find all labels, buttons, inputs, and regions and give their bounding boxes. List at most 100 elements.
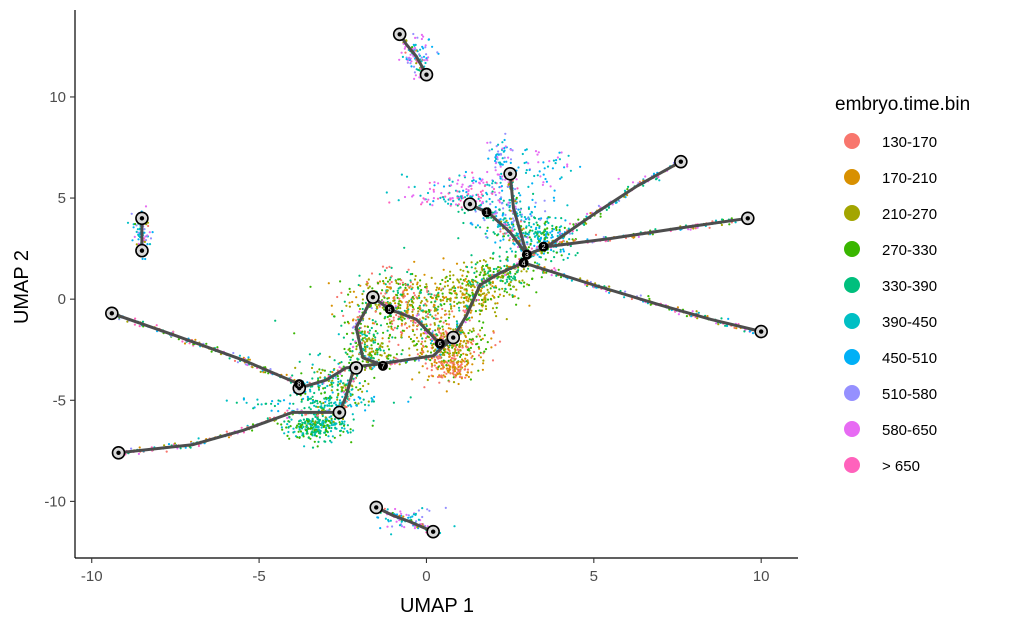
cell-point: [459, 360, 462, 363]
cell-point: [402, 290, 405, 293]
cell-point: [301, 414, 304, 417]
cell-point: [462, 261, 466, 264]
cell-point: [357, 396, 360, 399]
cell-point: [420, 203, 423, 206]
cell-point: [289, 425, 292, 428]
cell-point: [355, 348, 358, 351]
cell-point: [445, 364, 448, 367]
cell-point: [536, 153, 539, 156]
cell-point: [366, 345, 369, 348]
cell-point: [440, 289, 443, 292]
cell-point: [507, 201, 510, 204]
cell-point: [457, 382, 460, 386]
cell-point: [464, 277, 467, 281]
cell-point: [372, 419, 375, 422]
cell-point: [303, 445, 306, 448]
cell-point: [349, 431, 352, 434]
cell-point: [479, 190, 482, 193]
cell-point: [484, 299, 487, 302]
cell-point: [479, 351, 482, 354]
cell-point: [515, 288, 518, 291]
cell-point: [425, 332, 428, 335]
cell-point: [262, 371, 265, 374]
cell-point: [400, 51, 403, 54]
cell-point: [425, 285, 428, 288]
cell-point: [341, 395, 344, 398]
cell-point: [333, 436, 336, 439]
cell-point: [403, 47, 406, 50]
cell-point: [520, 270, 523, 273]
cell-point: [448, 298, 451, 301]
trajectory-node-center: [139, 216, 145, 221]
cell-point: [503, 264, 506, 268]
cell-point: [374, 320, 377, 323]
cell-point: [506, 280, 509, 283]
cell-point: [433, 184, 436, 187]
cell-point: [487, 266, 490, 269]
cell-point: [328, 398, 331, 401]
cell-point: [454, 346, 457, 349]
cell-point: [533, 244, 536, 247]
cell-point: [420, 353, 423, 356]
cell-point: [376, 332, 379, 335]
cell-point: [452, 381, 456, 384]
cell-point: [439, 353, 442, 356]
cell-point: [558, 228, 561, 232]
cell-point: [315, 435, 318, 438]
cell-point: [488, 184, 491, 187]
cell-point: [477, 354, 481, 357]
cell-point: [409, 337, 412, 341]
cell-point: [552, 196, 556, 199]
cell-point: [536, 223, 539, 227]
cell-point: [559, 232, 562, 235]
cell-point: [428, 181, 431, 184]
cell-point: [465, 188, 468, 191]
cell-point: [417, 310, 420, 313]
cell-point: [544, 235, 548, 238]
cell-point: [502, 207, 505, 210]
cell-point: [317, 425, 320, 429]
cell-point: [500, 172, 503, 175]
cell-point: [509, 217, 513, 220]
cell-point: [269, 368, 272, 371]
trajectory-segment: [545, 216, 750, 249]
cell-point: [449, 270, 452, 273]
cell-point: [442, 328, 445, 331]
cell-point: [467, 297, 470, 300]
cell-point: [466, 353, 469, 357]
cell-point: [367, 404, 370, 407]
cell-point: [651, 233, 654, 236]
cell-point: [420, 33, 423, 37]
cell-point: [512, 285, 516, 288]
cell-point: [496, 153, 499, 156]
cell-point: [460, 363, 463, 366]
cell-point: [351, 354, 354, 357]
cell-point: [544, 177, 547, 181]
cell-point: [389, 287, 392, 290]
cell-point: [177, 338, 180, 341]
cell-point: [274, 319, 277, 322]
branch-point: [481, 207, 492, 218]
cell-point: [320, 392, 323, 395]
cell-point: [126, 221, 130, 224]
cell-point: [509, 148, 512, 151]
cell-point: [481, 269, 484, 272]
cell-point: [371, 424, 374, 427]
cell-point: [478, 273, 481, 276]
cell-point: [323, 406, 326, 409]
cell-point: [431, 315, 434, 318]
cell-point: [430, 293, 433, 296]
cell-point: [432, 317, 435, 320]
cell-point: [477, 197, 480, 200]
cell-point: [492, 231, 495, 234]
cell-point: [519, 194, 522, 197]
cell-point: [474, 279, 477, 283]
cell-point: [420, 342, 423, 346]
cell-point: [441, 287, 444, 290]
cell-point: [388, 278, 391, 281]
cell-point: [469, 195, 472, 198]
cell-point: [427, 293, 430, 296]
cell-point: [397, 278, 400, 281]
cell-point: [440, 316, 443, 319]
cell-point: [409, 285, 412, 288]
